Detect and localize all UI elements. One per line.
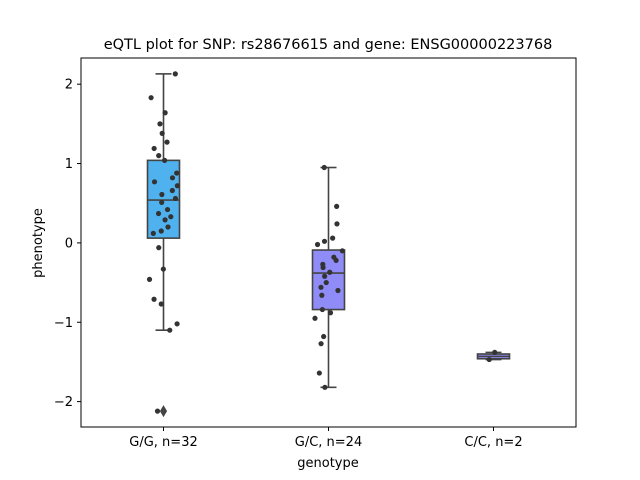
y-tick-label: 2 [65,78,73,93]
x-tick-label: G/G, n=32 [129,435,197,450]
data-point [174,321,180,327]
data-point [159,130,165,136]
data-point [156,153,162,159]
data-point [162,217,168,223]
data-point [158,228,164,234]
y-tick-label: 0 [65,236,73,251]
data-point [321,238,328,244]
data-point [318,341,324,347]
y-tick-label: 1 [65,157,73,172]
data-point [321,333,327,340]
data-point [174,170,180,176]
data-point [321,164,327,171]
data-point [486,356,492,363]
data-point [492,349,498,356]
data-point [319,306,325,313]
data-point [322,384,328,390]
x-tick-label: G/C, n=24 [295,435,362,450]
data-point [320,264,326,271]
chart-title: eQTL plot for SNP: rs28676615 and gene: … [104,37,553,53]
data-point [330,235,336,241]
x-tick-label: C/C, n=2 [464,435,522,450]
data-point [154,408,161,414]
data-point [159,191,165,198]
box-iqr [311,249,346,311]
data-point [174,183,180,189]
data-point [159,199,165,206]
data-point [322,273,328,279]
outlier-marker [159,405,168,418]
data-point [339,248,345,254]
y-tick-label: −2 [54,395,73,410]
data-point [327,310,334,316]
data-point [148,95,154,101]
y-axis: −2 −1 0 1 2 [54,78,81,410]
y-tick-label: −1 [54,316,73,331]
data-point [327,269,333,275]
data-points [146,71,498,414]
data-point [165,224,171,230]
data-point [151,296,157,302]
data-point [160,266,166,272]
data-point [155,210,162,217]
data-point [172,71,178,77]
data-point [146,276,153,282]
data-point [316,370,322,376]
data-point [157,121,163,127]
data-point [334,221,340,227]
x-axis: G/G, n=32 G/C, n=24 C/C, n=2 [129,427,523,450]
x-axis-label: genotype [297,456,358,471]
data-point [167,327,173,333]
data-point [158,301,164,307]
data-point [164,206,171,213]
data-point [168,214,174,220]
boxes [146,73,511,418]
data-point [319,292,325,298]
data-point [334,203,340,209]
y-axis-label: phenotype [31,208,46,278]
data-point [164,139,170,145]
data-point [156,245,162,251]
data-point [333,257,339,263]
data-point [172,195,179,202]
data-point [169,175,176,181]
data-point [318,284,324,290]
data-point [162,157,168,163]
data-point [151,179,158,185]
data-point [312,315,318,321]
data-point [162,110,168,116]
data-point [169,187,175,194]
data-point [335,287,341,294]
data-point [150,230,156,236]
data-point [323,279,329,286]
data-point [314,241,321,248]
data-point [151,145,157,152]
